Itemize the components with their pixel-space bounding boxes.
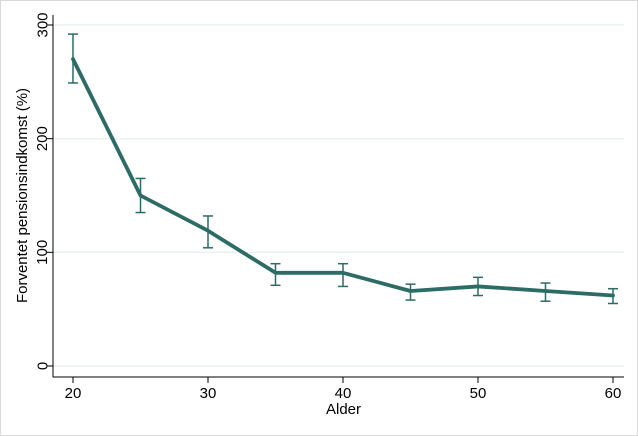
y-tick-label-200: 200 bbox=[34, 126, 51, 151]
y-axis-title: Forventet pensionsindkomst (%) bbox=[14, 88, 31, 303]
data-line bbox=[71, 57, 615, 298]
x-tick-label-30: 30 bbox=[200, 385, 217, 402]
y-tick-label-0: 0 bbox=[34, 362, 51, 370]
y-tick-label-100: 100 bbox=[34, 240, 51, 265]
x-tick-label-40: 40 bbox=[335, 385, 352, 402]
y-tick-label-300: 300 bbox=[34, 12, 51, 37]
x-axis-title: Alder bbox=[326, 401, 361, 418]
x-tick-label-20: 20 bbox=[65, 385, 82, 402]
x-tick-label-50: 50 bbox=[470, 385, 487, 402]
x-tick-label-60: 60 bbox=[605, 385, 622, 402]
